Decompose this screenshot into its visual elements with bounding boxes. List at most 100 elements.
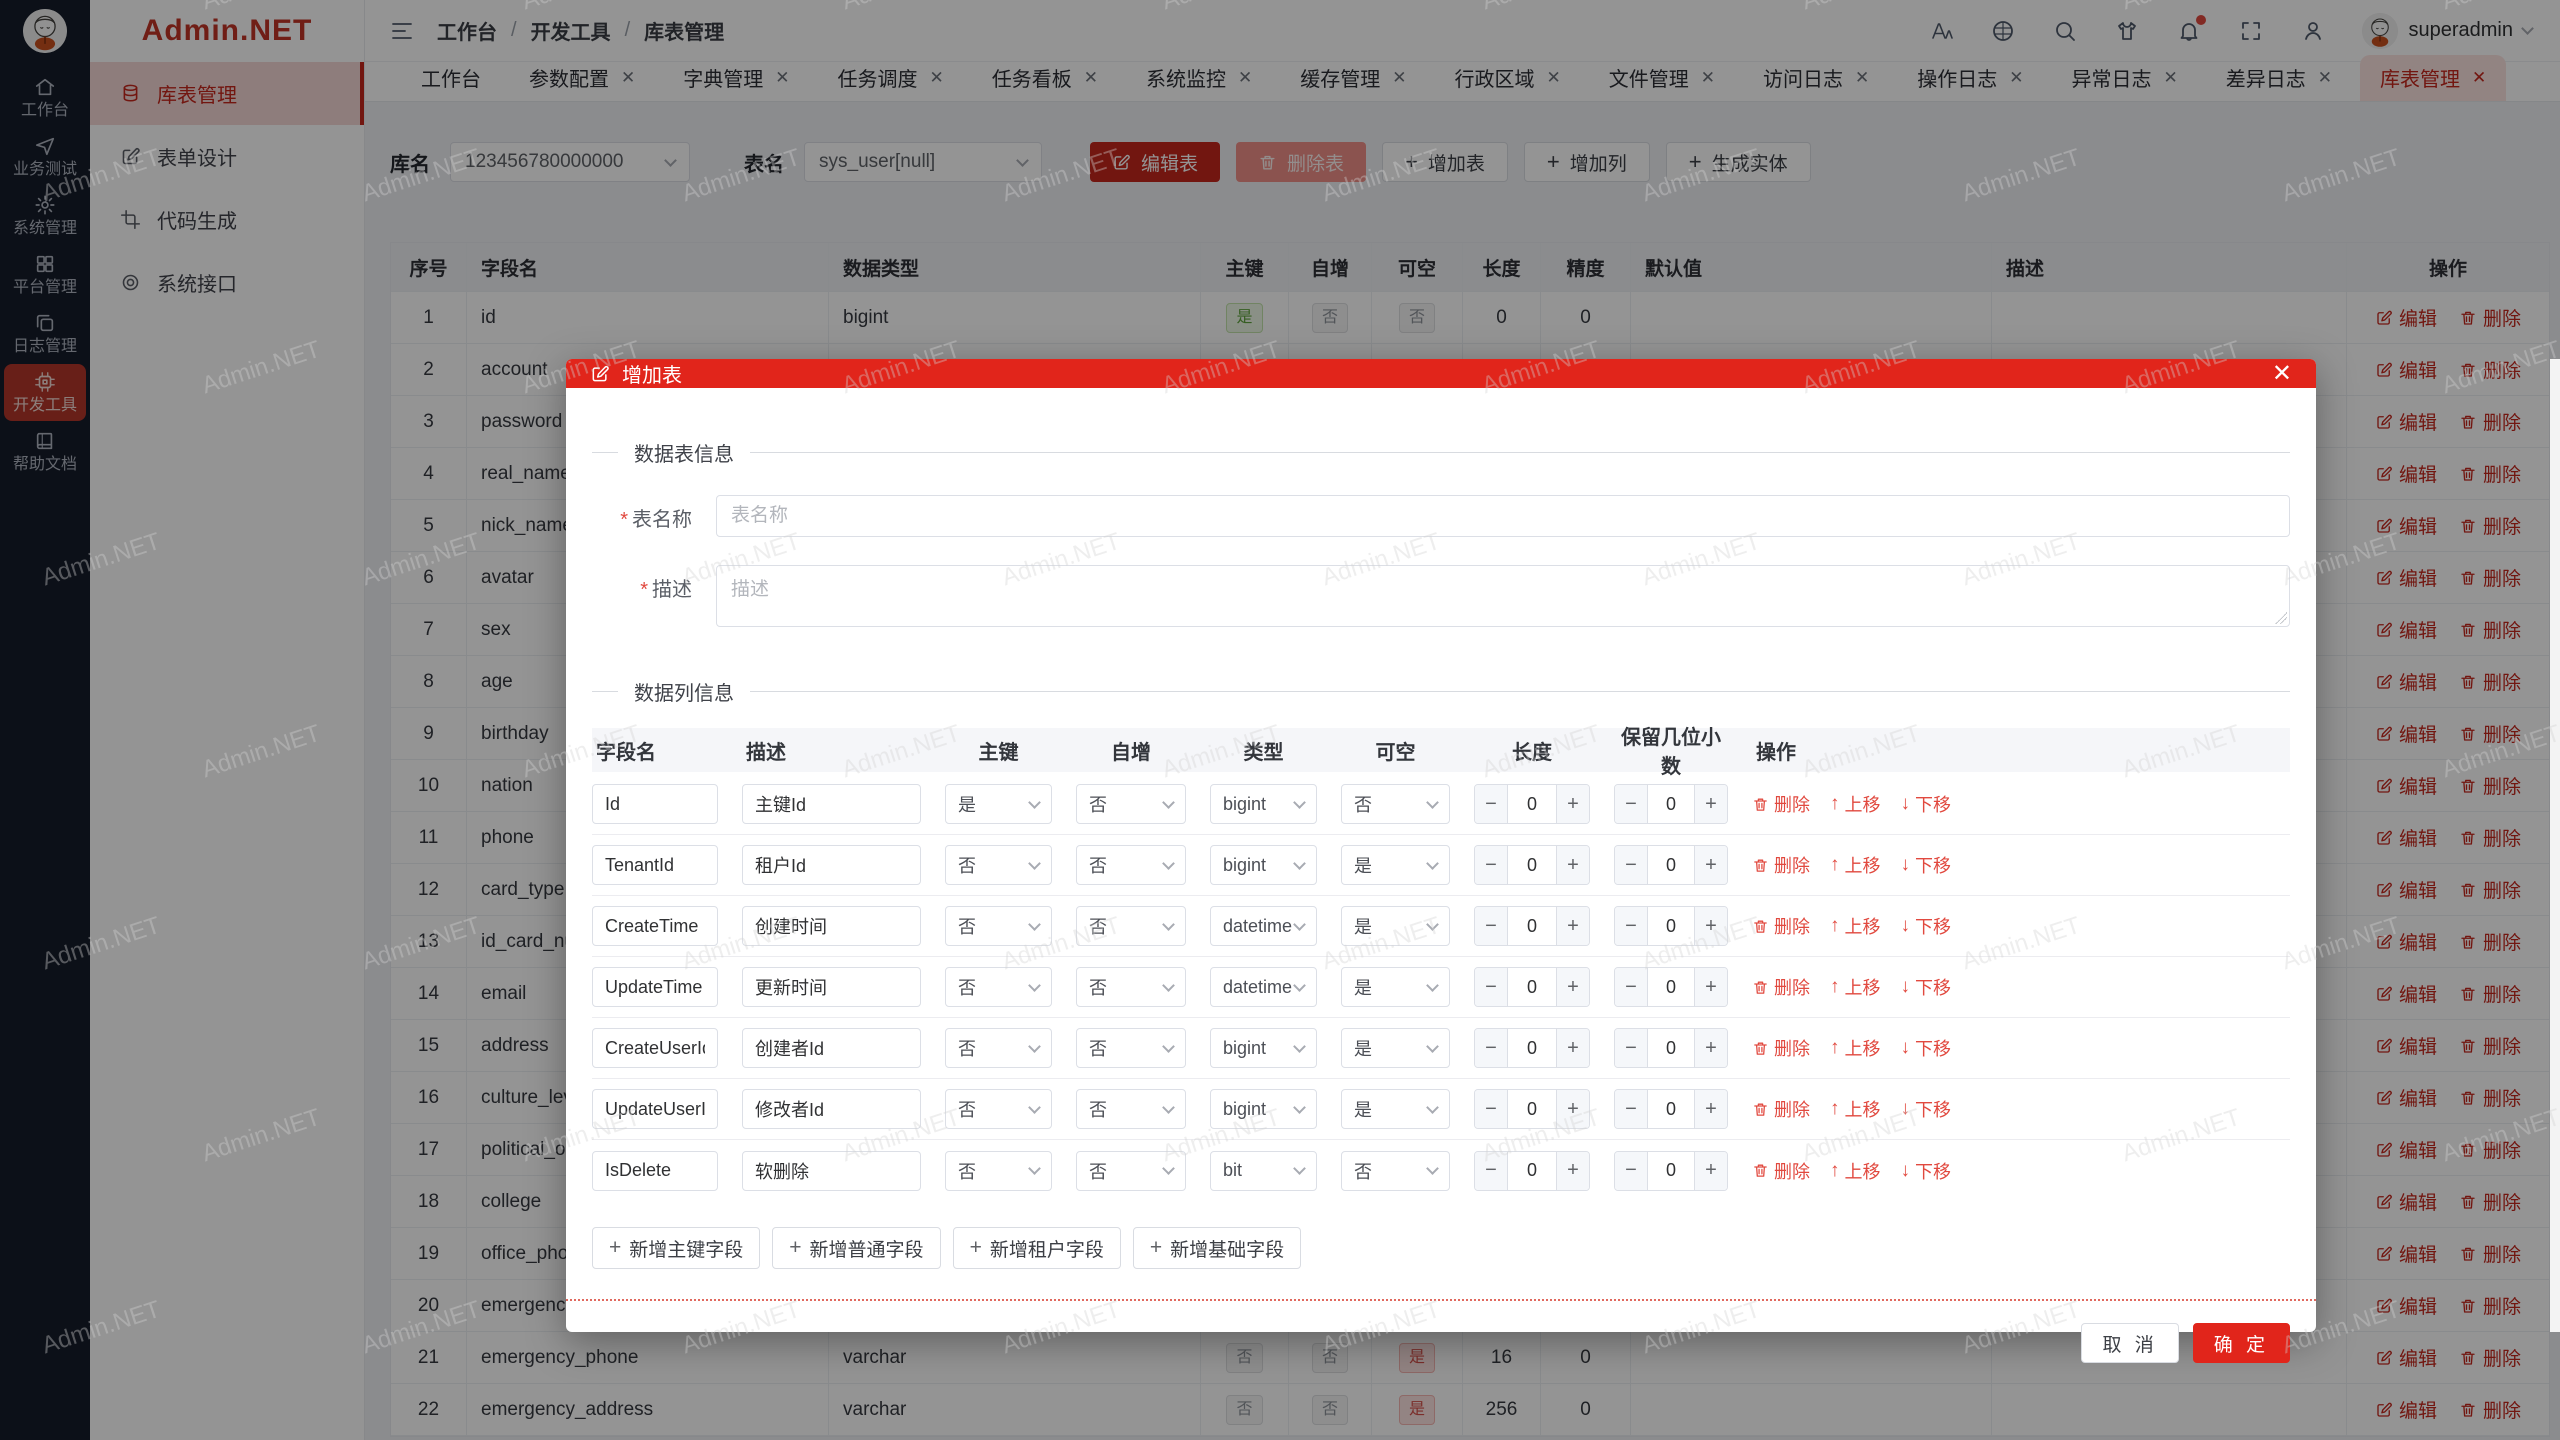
language-icon[interactable]: [1990, 18, 2016, 44]
decrease-button[interactable]: −: [1615, 846, 1647, 884]
close-tab-icon[interactable]: ✕: [2472, 67, 2487, 87]
fullscreen-icon[interactable]: [2238, 18, 2264, 44]
tab-item[interactable]: 任务调度 ✕: [818, 55, 964, 101]
delete-row-link[interactable]: 删除: [2459, 616, 2521, 643]
decrease-button[interactable]: −: [1615, 907, 1647, 945]
autoincrement-select[interactable]: 否: [1076, 784, 1186, 824]
close-tab-icon[interactable]: ✕: [1083, 67, 1098, 87]
app-logo-avatar[interactable]: [23, 9, 67, 53]
submenu-item-crop[interactable]: 代码生成: [90, 188, 364, 251]
toolbar-button-增加表[interactable]: + 增加表: [1382, 142, 1508, 182]
edit-row-link[interactable]: 编辑: [2375, 980, 2437, 1007]
delete-row-link[interactable]: 删除: [2459, 928, 2521, 955]
delete-column-link[interactable]: 删除: [1752, 1035, 1810, 1061]
add-field-button[interactable]: + 新增基础字段: [1132, 1227, 1302, 1269]
decrease-button[interactable]: −: [1615, 1090, 1647, 1128]
submenu-item-database[interactable]: 库表管理: [90, 62, 364, 125]
delete-row-link[interactable]: 删除: [2459, 1292, 2521, 1319]
collapse-menu-icon[interactable]: [389, 18, 415, 44]
add-field-button[interactable]: + 新增主键字段: [592, 1227, 761, 1269]
delete-row-link[interactable]: 删除: [2459, 824, 2521, 851]
edit-row-link[interactable]: 编辑: [2375, 356, 2437, 383]
field-desc-input[interactable]: [742, 1089, 921, 1129]
confirm-button[interactable]: 确 定: [2192, 1323, 2290, 1363]
delete-row-link[interactable]: 删除: [2459, 512, 2521, 539]
decrease-button[interactable]: −: [1615, 968, 1647, 1006]
delete-row-link[interactable]: 删除: [2459, 304, 2521, 331]
edit-row-link[interactable]: 编辑: [2375, 772, 2437, 799]
delete-row-link[interactable]: 删除: [2459, 1032, 2521, 1059]
tab-active[interactable]: 库表管理 ✕: [2360, 55, 2507, 101]
decrease-button[interactable]: −: [1475, 1151, 1507, 1190]
rail-item-gear[interactable]: 系统管理: [4, 187, 86, 244]
field-name-input[interactable]: [592, 845, 718, 885]
increase-button[interactable]: +: [1695, 785, 1727, 823]
nullable-select[interactable]: 是: [1341, 906, 1450, 946]
tab-item[interactable]: 缓存管理 ✕: [1280, 55, 1426, 101]
edit-row-link[interactable]: 编辑: [2375, 512, 2437, 539]
move-down-link[interactable]: ↓ 下移: [1901, 1096, 1952, 1122]
move-down-link[interactable]: ↓ 下移: [1901, 791, 1952, 817]
close-tab-icon[interactable]: ✕: [1700, 67, 1715, 87]
pk-select[interactable]: 否: [945, 1028, 1052, 1068]
decrease-button[interactable]: −: [1475, 1090, 1507, 1128]
close-tab-icon[interactable]: ✕: [929, 67, 944, 87]
close-icon[interactable]: ✕: [2271, 359, 2292, 387]
nullable-select[interactable]: 是: [1341, 1089, 1450, 1129]
increase-button[interactable]: +: [1557, 1090, 1589, 1128]
close-tab-icon[interactable]: ✕: [2009, 67, 2024, 87]
edit-row-link[interactable]: 编辑: [2375, 460, 2437, 487]
breadcrumb-item[interactable]: 库表管理: [644, 22, 725, 44]
type-select[interactable]: bigint: [1210, 1028, 1317, 1068]
table-desc-textarea[interactable]: [716, 565, 2290, 627]
pk-select[interactable]: 否: [945, 845, 1052, 885]
move-down-link[interactable]: ↓ 下移: [1901, 1035, 1952, 1061]
decrease-button[interactable]: −: [1475, 846, 1507, 884]
move-down-link[interactable]: ↓ 下移: [1901, 852, 1952, 878]
increase-button[interactable]: +: [1557, 968, 1589, 1006]
field-desc-input[interactable]: [742, 1150, 921, 1191]
delete-row-link[interactable]: 删除: [2459, 876, 2521, 903]
decrease-button[interactable]: −: [1475, 968, 1507, 1006]
close-tab-icon[interactable]: ✕: [1546, 67, 1561, 87]
close-tab-icon[interactable]: ✕: [1238, 67, 1253, 87]
close-tab-icon[interactable]: ✕: [2317, 67, 2332, 87]
type-select[interactable]: datetime: [1210, 967, 1317, 1007]
delete-row-link[interactable]: 删除: [2459, 1084, 2521, 1111]
pk-select[interactable]: 是: [945, 784, 1052, 824]
nullable-select[interactable]: 是: [1341, 1028, 1450, 1068]
field-desc-input[interactable]: [742, 906, 921, 946]
move-up-link[interactable]: ↑ 上移: [1830, 791, 1881, 817]
edit-row-link[interactable]: 编辑: [2375, 1032, 2437, 1059]
delete-row-link[interactable]: 删除: [2459, 1344, 2521, 1371]
edit-row-link[interactable]: 编辑: [2375, 668, 2437, 695]
edit-row-link[interactable]: 编辑: [2375, 720, 2437, 747]
tab-item[interactable]: 任务看板 ✕: [972, 55, 1118, 101]
edit-row-link[interactable]: 编辑: [2375, 824, 2437, 851]
increase-button[interactable]: +: [1557, 907, 1589, 945]
delete-row-link[interactable]: 删除: [2459, 356, 2521, 383]
delete-column-link[interactable]: 删除: [1752, 791, 1810, 817]
delete-row-link[interactable]: 删除: [2459, 460, 2521, 487]
autoincrement-select[interactable]: 否: [1076, 967, 1186, 1007]
delete-column-link[interactable]: 删除: [1752, 1096, 1810, 1122]
profile-icon[interactable]: [2300, 18, 2326, 44]
tab-item[interactable]: 操作日志 ✕: [1897, 55, 2043, 101]
db-select[interactable]: 123456780000000: [450, 142, 690, 182]
delete-row-link[interactable]: 删除: [2459, 1136, 2521, 1163]
pk-select[interactable]: 否: [945, 1089, 1052, 1129]
decrease-button[interactable]: −: [1615, 1029, 1647, 1067]
pk-select[interactable]: 否: [945, 906, 1052, 946]
autoincrement-select[interactable]: 否: [1076, 1028, 1186, 1068]
edit-row-link[interactable]: 编辑: [2375, 304, 2437, 331]
field-name-input[interactable]: [592, 1028, 718, 1068]
tab-item[interactable]: 访问日志 ✕: [1743, 55, 1889, 101]
font-size-icon[interactable]: [1928, 18, 1954, 44]
delete-row-link[interactable]: 删除: [2459, 1188, 2521, 1215]
nullable-select[interactable]: 否: [1341, 1150, 1450, 1191]
move-down-link[interactable]: ↓ 下移: [1901, 913, 1952, 939]
move-up-link[interactable]: ↑ 上移: [1830, 913, 1881, 939]
submenu-item-edit[interactable]: 表单设计: [90, 125, 364, 188]
decrease-button[interactable]: −: [1475, 907, 1507, 945]
edit-row-link[interactable]: 编辑: [2375, 408, 2437, 435]
